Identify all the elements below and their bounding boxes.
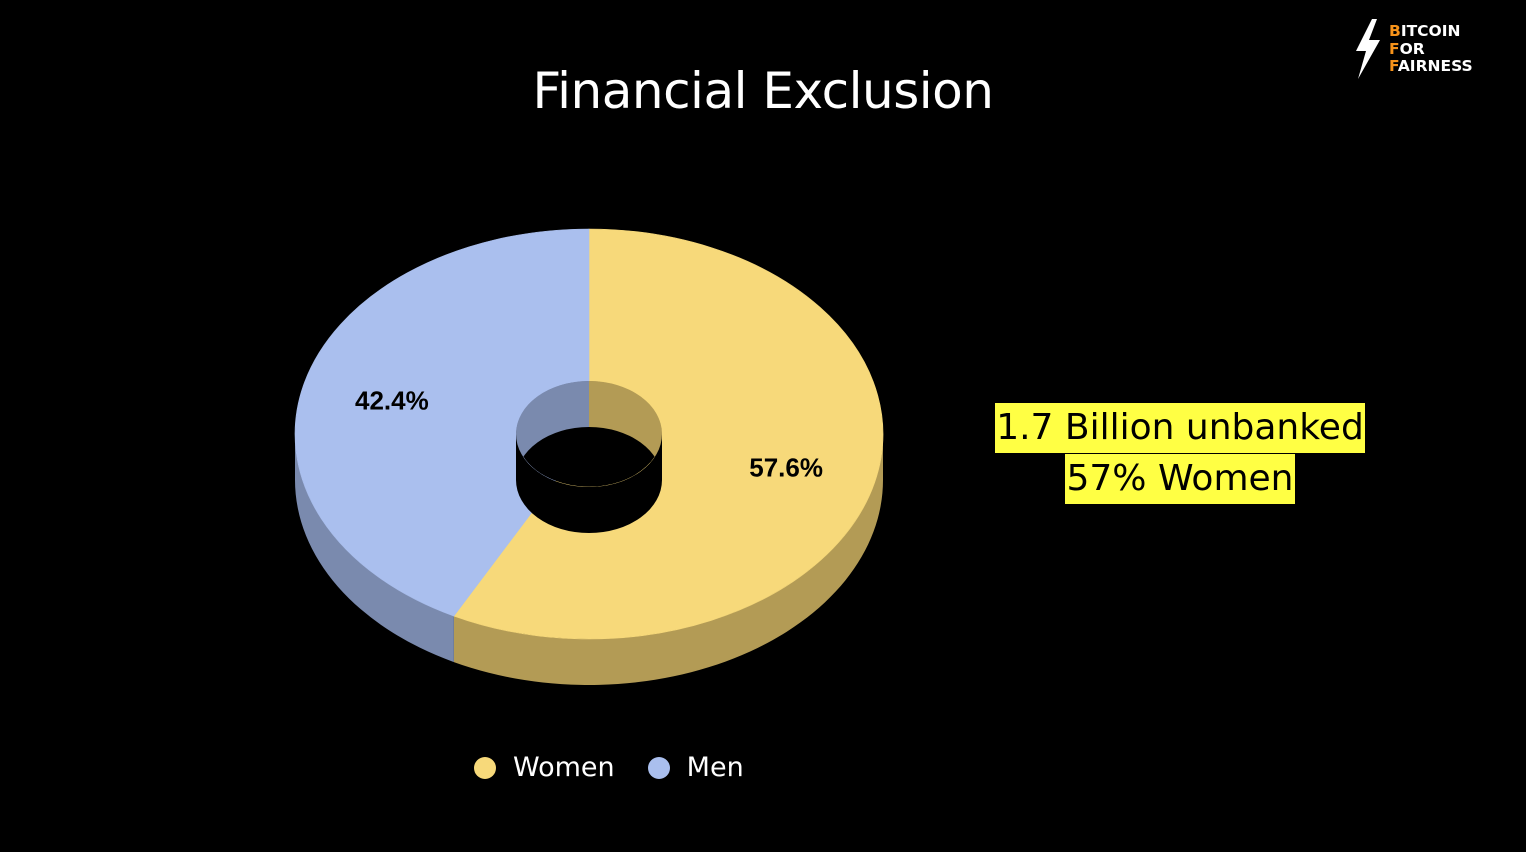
legend-swatch-men <box>647 756 670 779</box>
legend-item-women: Women <box>474 752 615 783</box>
pie-side-women <box>453 434 883 685</box>
slide-title: Financial Exclusion <box>532 62 994 120</box>
logo-line-2: FOR <box>1389 39 1425 58</box>
lightning-bolt-icon <box>1356 19 1380 79</box>
logo-wordmark: BITCOIN FOR FAIRNESS <box>1389 22 1473 76</box>
unbanked-callout: 1.7 Billion unbanked 57% Women <box>930 402 1430 504</box>
legend-label-women: Women <box>513 752 615 783</box>
legend-swatch-women <box>474 756 496 779</box>
data-label-men: 42.4% <box>355 386 429 416</box>
pie-side-men <box>295 434 454 663</box>
callout-line-1: 1.7 Billion unbanked <box>995 403 1365 453</box>
logo-line-3: FAIRNESS <box>1389 57 1473 75</box>
logo-line-1: BITCOIN <box>1389 22 1461 40</box>
bitcoin-for-fairness-logo: BITCOIN FOR FAIRNESS <box>1352 18 1512 80</box>
chart-legend: Women Men <box>474 752 777 783</box>
data-label-women: 57.6% <box>749 452 823 482</box>
hole-wall-women <box>589 381 662 480</box>
legend-item-men: Men <box>647 752 744 783</box>
donut-hole <box>516 434 662 533</box>
legend-label-men: Men <box>686 752 744 783</box>
hole-wall-men <box>516 381 589 480</box>
callout-line-2: 57% Women <box>1065 454 1295 504</box>
